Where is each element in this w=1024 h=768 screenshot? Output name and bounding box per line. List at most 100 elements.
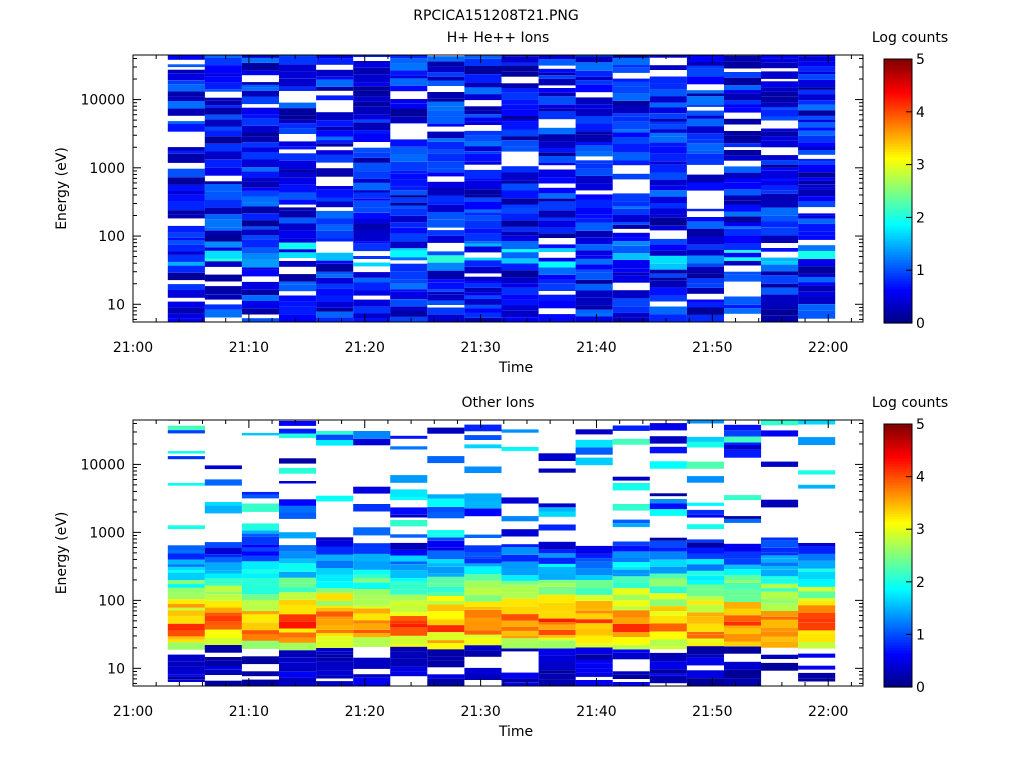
heatmap-cell (464, 66, 502, 74)
heatmap-cell (649, 142, 687, 147)
heatmap-cell (390, 241, 428, 249)
heatmap-cell (353, 162, 391, 172)
heatmap-cell (761, 565, 799, 570)
colorbar-step (884, 88, 912, 92)
heatmap-cell (501, 635, 539, 639)
colorbar-step (884, 581, 912, 586)
heatmap-cell (464, 508, 502, 517)
heatmap-cell (761, 430, 799, 437)
heatmap-cell (686, 420, 724, 424)
heatmap-cell (427, 540, 465, 548)
heatmap-cell (464, 246, 502, 253)
heatmap-cell (464, 194, 502, 198)
heatmap-cell (427, 678, 465, 686)
heatmap-cell (501, 592, 539, 599)
heatmap-cell (501, 99, 539, 105)
colorbar-step (884, 193, 912, 197)
heatmap-cell (316, 218, 354, 225)
heatmap-cell (204, 505, 242, 514)
heatmap-cell (390, 161, 428, 171)
heatmap-cell (538, 673, 576, 680)
heatmap-cell (464, 233, 502, 242)
heatmap-cell (316, 79, 354, 87)
heatmap-cell (501, 568, 539, 576)
heatmap-cell (761, 87, 799, 92)
colorbar-label: Log counts (872, 30, 948, 46)
heatmap-cell (204, 199, 242, 208)
heatmap-cell (279, 123, 317, 129)
heatmap-cell (167, 147, 205, 151)
colorbar-step (884, 146, 912, 150)
heatmap-cell (761, 627, 799, 632)
heatmap-cell (686, 182, 724, 191)
heatmap-cell (612, 193, 650, 202)
heatmap-cell (649, 190, 687, 197)
colorbar-step (884, 243, 912, 248)
heatmap-cell (204, 241, 242, 248)
heatmap-cell (798, 605, 836, 613)
colorbar-step (884, 526, 912, 530)
heatmap-cell (612, 617, 650, 624)
colorbar-step (884, 650, 912, 654)
heatmap-cell (316, 605, 354, 608)
y-tick-label: 10 (107, 297, 125, 313)
heatmap-cell (724, 678, 762, 686)
heatmap-cell (686, 678, 724, 686)
heatmap-cell (316, 201, 354, 208)
colorbar-step (884, 151, 912, 155)
heatmap-cell (724, 182, 762, 190)
colorbar-label: Log counts (872, 395, 948, 411)
heatmap-cell (353, 318, 391, 322)
heatmap-cell (167, 567, 205, 570)
heatmap-cell (353, 527, 391, 536)
heatmap-cell (686, 278, 724, 284)
heatmap-cell (464, 281, 502, 284)
heatmap-cell (204, 660, 242, 666)
heatmap-cell (279, 571, 317, 578)
colorbar-step (884, 605, 912, 609)
heatmap-cell (427, 547, 465, 551)
heatmap-cell (575, 279, 613, 284)
heatmap-cell (279, 682, 317, 686)
heatmap-cell (390, 78, 428, 86)
heatmap-cell (538, 244, 576, 249)
colorbar-step (884, 64, 912, 68)
heatmap-cell (501, 235, 539, 241)
heatmap-cell (724, 430, 762, 437)
heatmap-cell (612, 569, 650, 574)
heatmap-cell (612, 173, 650, 180)
x-tick-label: 21:30 (460, 704, 500, 720)
colorbar-step (884, 550, 912, 554)
heatmap-cell (204, 591, 242, 595)
heatmap-cell (538, 201, 576, 211)
heatmap-cell (538, 602, 576, 611)
heatmap-cell (575, 55, 613, 57)
heatmap-cell (686, 564, 724, 571)
colorbar-step (884, 267, 912, 271)
heatmap-cell (724, 226, 762, 229)
heatmap-cell (761, 91, 799, 97)
colorbar-step (884, 275, 912, 279)
heatmap-cell (353, 90, 391, 97)
heatmap-cell (501, 104, 539, 110)
colorbar-step (884, 69, 912, 73)
heatmap-cell (279, 420, 317, 426)
heatmap-cell (649, 99, 687, 103)
heatmap-cell (464, 180, 502, 189)
heatmap-cell (167, 150, 205, 154)
heatmap-cell (686, 118, 724, 127)
heatmap-cell (167, 592, 205, 600)
heatmap-cell (538, 511, 576, 517)
heatmap-cell (575, 659, 613, 664)
heatmap-cell (427, 188, 465, 196)
colorbar-step (884, 230, 912, 234)
colorbar-tick-label: 2 (916, 575, 925, 591)
heatmap-cell (761, 271, 799, 276)
heatmap-cell (686, 441, 724, 448)
heatmap-cell (538, 283, 576, 291)
heatmap-cell (427, 138, 465, 142)
heatmap-cell (798, 94, 836, 100)
heatmap-cell (761, 170, 799, 179)
heatmap-cell (724, 271, 762, 275)
heatmap-cell (464, 58, 502, 66)
